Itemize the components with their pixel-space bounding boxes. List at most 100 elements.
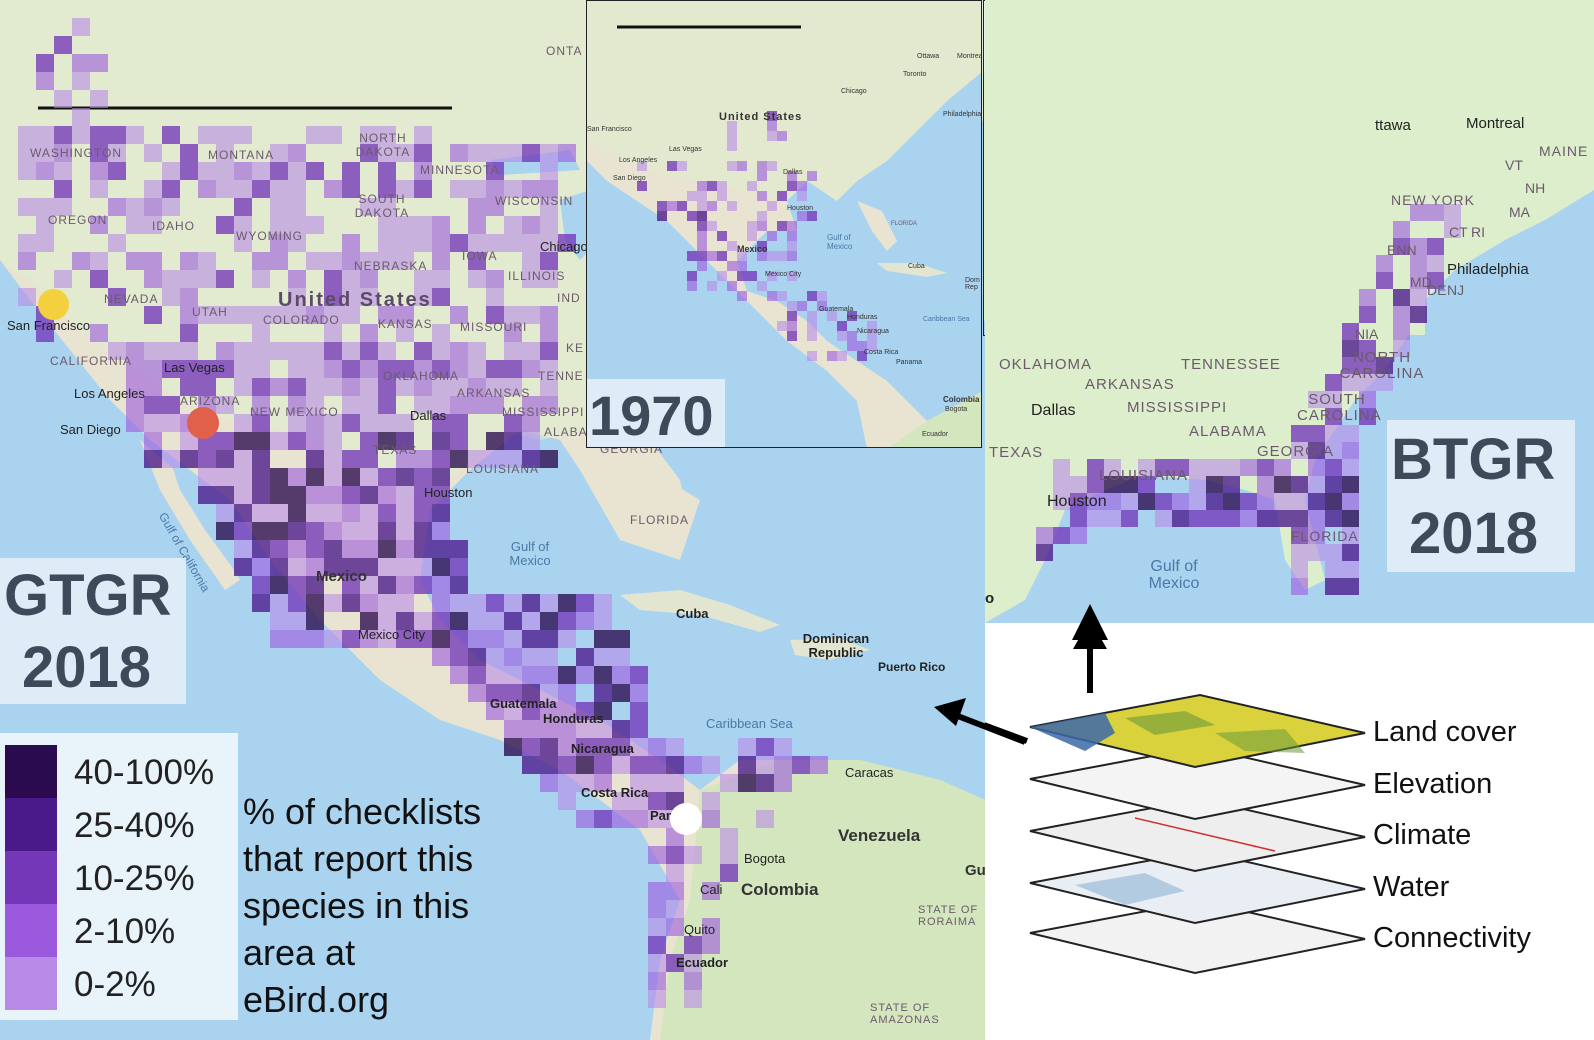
state-label: KE — [566, 341, 585, 355]
occurrence-cell — [666, 864, 684, 882]
btgr-label: TENNESSEE — [1181, 356, 1281, 373]
occurrence-cell — [747, 221, 757, 231]
occurrence-cell — [687, 271, 697, 281]
occurrence-cell — [342, 486, 360, 504]
occurrence-cell — [1087, 510, 1104, 527]
occurrence-cell — [468, 594, 486, 612]
occurrence-cell — [432, 342, 450, 360]
occurrence-cell — [594, 666, 612, 684]
inset-label: Philadelphia — [943, 111, 982, 118]
occurrence-cell — [108, 144, 126, 162]
occurrence-cell — [727, 241, 737, 251]
occurrence-cell — [504, 216, 522, 234]
occurrence-cell — [1274, 476, 1291, 493]
state-label: MISSOURI — [460, 320, 528, 334]
occurrence-cell — [342, 504, 360, 522]
occurrence-cell — [787, 271, 797, 281]
occurrence-cell — [797, 301, 807, 311]
occurrence-cell — [450, 180, 468, 198]
occurrence-cell — [522, 648, 540, 666]
occurrence-cell — [697, 251, 707, 261]
occurrence-cell — [1291, 510, 1308, 527]
occurrence-cell — [378, 216, 396, 234]
state-label: UTAH — [192, 305, 228, 319]
occurrence-cell — [540, 612, 558, 630]
occurrence-cell — [576, 666, 594, 684]
inset-map-1970-continent[interactable]: United States Mexico Gulf of Mexico Guat… — [586, 0, 982, 448]
occurrence-cell — [450, 378, 468, 396]
occurrence-cell — [1325, 561, 1342, 578]
occurrence-cell — [252, 576, 270, 594]
occurrence-cell — [1121, 493, 1138, 510]
occurrence-cell — [324, 414, 342, 432]
occurrence-cell — [342, 306, 360, 324]
occurrence-cell — [414, 522, 432, 540]
occurrence-cell — [306, 252, 324, 270]
occurrence-cell — [702, 810, 720, 828]
occurrence-cell — [767, 271, 777, 281]
occurrence-cell — [1291, 493, 1308, 510]
occurrence-cell — [144, 450, 162, 468]
occurrence-cell — [414, 630, 432, 648]
occurrence-cell — [486, 666, 504, 684]
occurrence-cell — [558, 774, 576, 792]
occurrence-cell — [1087, 493, 1104, 510]
occurrence-cell — [1342, 476, 1359, 493]
inset-label: United States — [719, 111, 803, 123]
occurrence-cell — [306, 378, 324, 396]
btgr-map[interactable]: ttawa Montreal MAINE VT NH MA NEW YORK C… — [985, 0, 1594, 623]
state-label: NEBRASKA — [354, 259, 428, 273]
occurrence-cell — [432, 648, 450, 666]
occurrence-cell — [1274, 459, 1291, 476]
occurrence-cell — [450, 234, 468, 252]
occurrence-cell — [54, 162, 72, 180]
inset-year-label: 1970 — [589, 384, 714, 447]
occurrence-cell — [90, 180, 108, 198]
occurrence-cell — [684, 936, 702, 954]
occurrence-cell — [252, 378, 270, 396]
occurrence-cell — [1427, 272, 1444, 289]
occurrence-cell — [360, 198, 378, 216]
occurrence-cell — [468, 216, 486, 234]
occurrence-cell — [1189, 493, 1206, 510]
occurrence-cell — [468, 396, 486, 414]
occurrence-cell — [234, 450, 252, 468]
occurrence-cell — [666, 738, 684, 756]
occurrence-cell — [1410, 204, 1427, 221]
occurrence-cell — [720, 828, 738, 846]
state-label: ILLINOIS — [508, 269, 566, 283]
occurrence-cell — [198, 378, 216, 396]
occurrence-cell — [414, 288, 432, 306]
occurrence-cell — [576, 612, 594, 630]
occurrence-cell — [288, 270, 306, 288]
occurrence-cell — [1070, 527, 1087, 544]
occurrence-cell — [288, 198, 306, 216]
occurrence-cell — [288, 342, 306, 360]
city-label: San Diego — [60, 422, 121, 437]
country-label-united-states: United States — [278, 289, 432, 311]
btgr-label: CT — [1449, 224, 1468, 240]
occurrence-cell — [757, 171, 767, 181]
occurrence-cell — [757, 281, 767, 291]
occurrence-cell — [504, 648, 522, 666]
occurrence-cell — [468, 234, 486, 252]
btgr-title-block: BTGR 2018 — [1387, 420, 1575, 572]
occurrence-cell — [1155, 493, 1172, 510]
occurrence-cell — [558, 702, 576, 720]
occurrence-cell — [486, 630, 504, 648]
occurrence-cell — [522, 234, 540, 252]
occurrence-cell — [612, 810, 630, 828]
inset-label: Guatemala — [819, 306, 854, 313]
occurrence-cell — [1308, 493, 1325, 510]
occurrence-cell — [697, 181, 707, 191]
occurrence-cell — [396, 468, 414, 486]
inset-label: Bogota — [945, 406, 968, 413]
occurrence-cell — [684, 756, 702, 774]
occurrence-cell — [306, 522, 324, 540]
occurrence-cell — [540, 594, 558, 612]
occurrence-cell — [270, 594, 288, 612]
occurrence-cell — [1359, 289, 1376, 306]
occurrence-cell — [717, 251, 727, 261]
occurrence-cell — [306, 450, 324, 468]
occurrence-cell — [727, 261, 737, 271]
